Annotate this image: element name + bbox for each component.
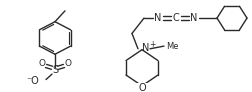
Text: +: + [148,40,154,49]
Text: N: N [190,13,197,23]
Text: ⁻O: ⁻O [26,76,39,86]
Text: S: S [52,66,58,76]
Text: O: O [38,59,45,68]
Text: N: N [142,43,149,53]
Text: C: C [172,13,179,23]
Text: Me: Me [165,42,178,51]
Text: O: O [138,83,145,92]
Text: N: N [154,13,161,23]
Text: O: O [64,59,71,68]
